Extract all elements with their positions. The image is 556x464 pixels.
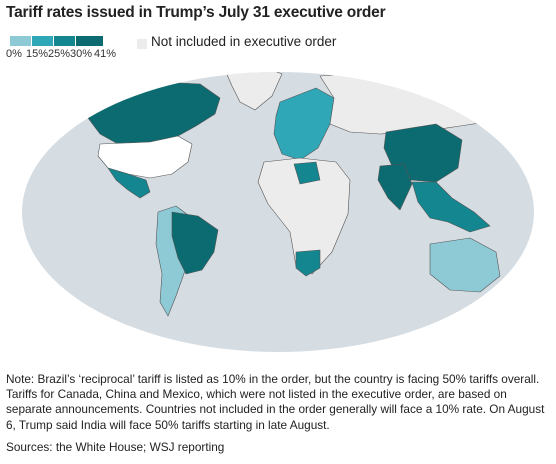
legend-tick-0: 0% [6,48,22,60]
region-New Zealand [515,283,529,307]
region-Mexico [107,167,151,199]
region-Europe [273,87,335,161]
source-text: Sources: the White House; WSJ reporting [6,440,225,454]
legend-tick-30: 30% [70,48,93,60]
legend-swatch-1 [10,36,31,46]
legend-tick-25: 25% [48,48,71,60]
legend-tick-41: 41% [94,48,117,60]
legend-swatch-3 [54,36,75,46]
region-United States [97,135,193,179]
legend-tick-15: 15% [26,48,49,60]
region-Libya [293,161,321,185]
region-Africa [257,157,351,275]
region-Australia [429,237,501,293]
legend: 0% 15% 25% 30% 41% Not included in execu… [6,34,550,62]
region-South Africa [295,249,321,277]
note-text: Note: Brazil’s ‘reciprocal’ tariff is li… [6,372,545,432]
excluded-swatch [137,39,147,49]
legend-swatch-2 [32,36,53,46]
excluded-label: Not included in executive order [151,34,337,49]
world-map [22,72,534,352]
region-Brazil [171,211,219,275]
legend-swatch-4 [76,36,103,46]
region-India [377,163,413,211]
chart-title: Tariff rates issued in Trump’s July 31 e… [6,4,386,21]
region-Greenland [224,72,283,111]
region-Southeast Asia [411,181,491,233]
region-Russia [319,72,523,135]
